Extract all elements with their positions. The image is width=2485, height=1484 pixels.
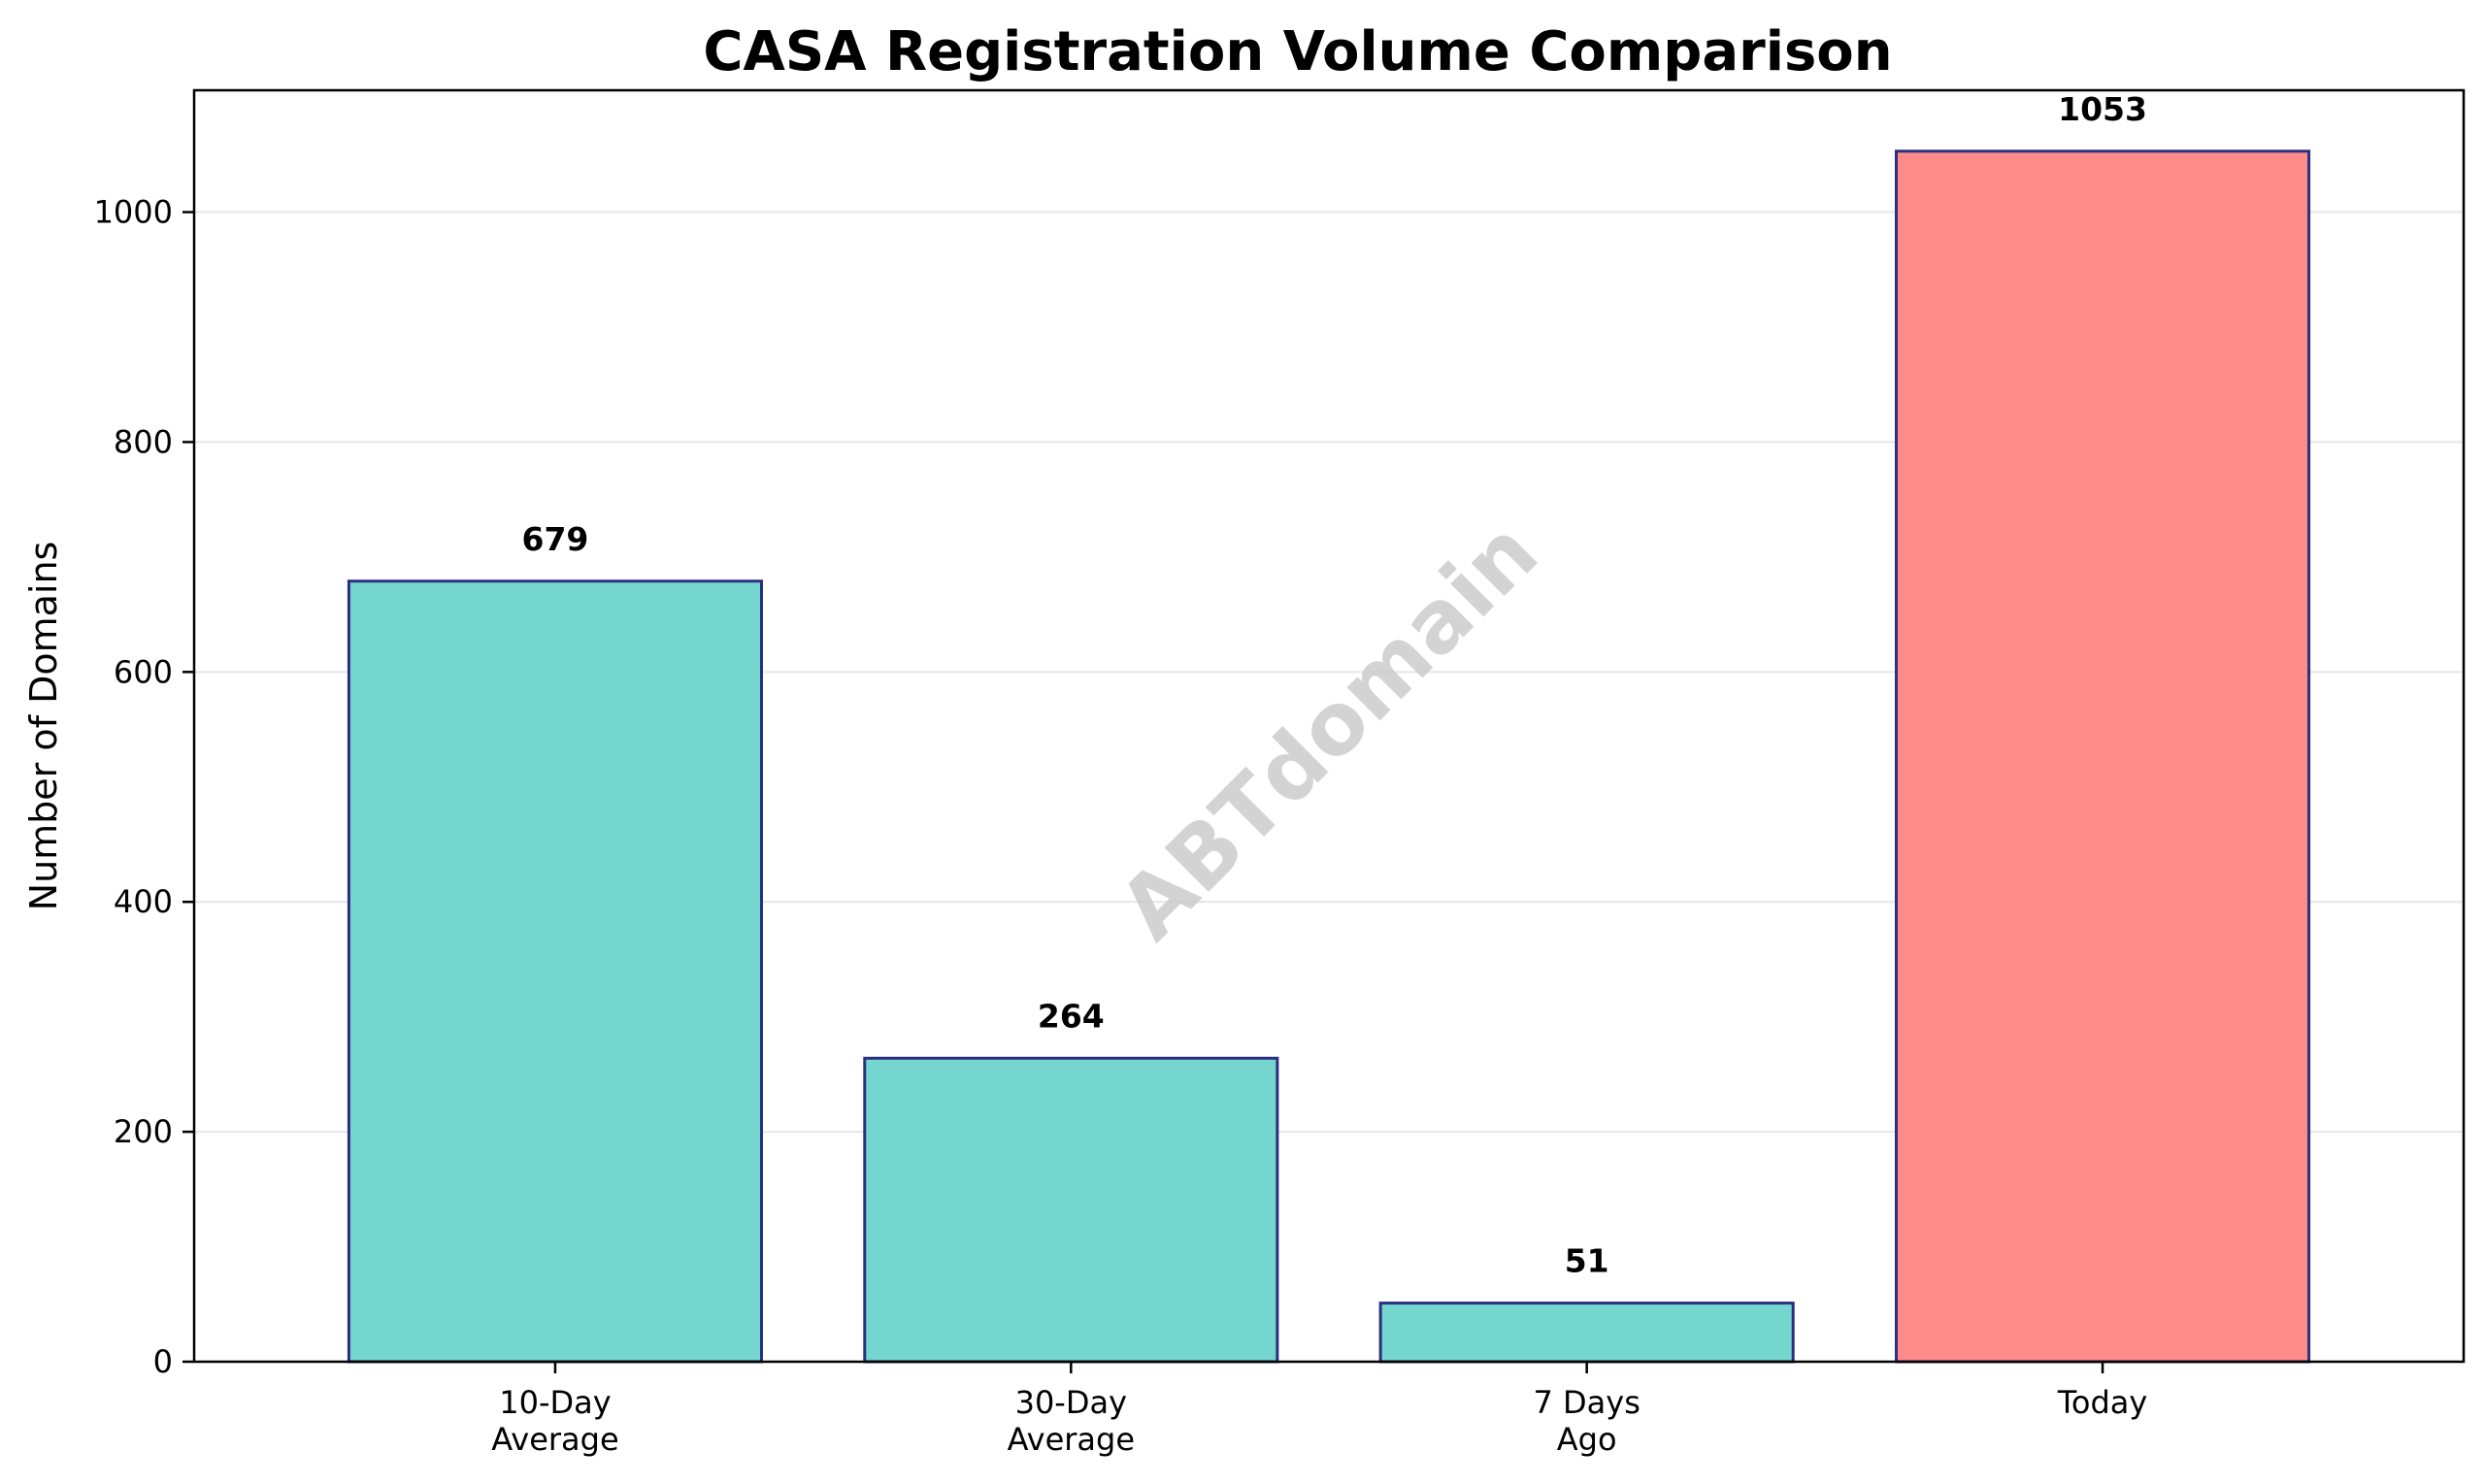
bar [1895,149,2311,1364]
chart-title: CASA Registration Volume Comparison [703,20,1892,83]
y-tick-label: 1000 [94,194,173,231]
data-label: 679 [522,520,589,558]
bar [1378,1302,1795,1364]
y-axis-ticks: 0 200 400 600 800 1000 [94,194,194,1380]
x-tick-label: 7 Days Ago [1533,1384,1640,1458]
data-labels: 679 264 51 1053 [522,90,2147,1280]
x-tick-label: 10-Day Average [491,1384,618,1458]
axes-frame [192,88,2466,1364]
y-tick-label: 800 [114,423,173,460]
data-label: 264 [1038,997,1105,1035]
y-tick-label: 200 [114,1113,173,1150]
data-label: 51 [1565,1242,1609,1280]
bar [863,1056,1279,1364]
bar [347,579,763,1364]
data-label: 1053 [2058,90,2147,128]
y-axis-label: Number of Domains [22,542,65,911]
bars [347,149,2311,1364]
y-tick-label: 400 [114,883,173,920]
x-tick-label: Today [2057,1384,2148,1421]
y-tick-label: 600 [114,653,173,690]
x-tick-label: 30-Day Average [1008,1384,1135,1458]
y-tick-label: 0 [153,1343,173,1380]
x-axis-ticks: 10-Day Average 30-Day Average 7 Days Ago Today [491,1362,2147,1458]
watermark-text: ABTdomain [1100,502,1557,959]
